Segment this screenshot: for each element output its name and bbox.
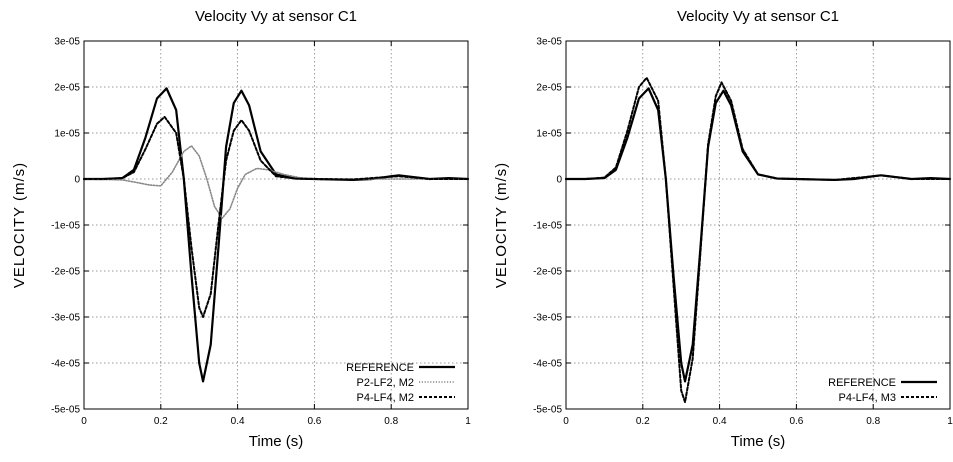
x-tick-label: 0 (81, 416, 87, 427)
x-tick-label: 0.4 (231, 416, 245, 427)
series-line-1 (82, 87, 470, 383)
y-tick-label: -1e-05 (533, 221, 562, 232)
y-tick-label: 2e-05 (54, 83, 80, 94)
y-tick-label: -5e-05 (533, 405, 562, 416)
series-line-1 (564, 87, 952, 383)
x-tick-label: 0.6 (789, 416, 803, 427)
x-tick-label: 1 (465, 416, 471, 427)
x-tick-label: 0.2 (636, 416, 650, 427)
x-tick-label: 1 (947, 416, 953, 427)
x-tick-label: 0.4 (713, 416, 727, 427)
x-axis-label: Time (s) (249, 433, 303, 450)
chart-panel-1: 0 0.2 0.4 0.6 0.8 1 3e-05 2e-05 1e-05 0 -1e-05 -2e-… (11, 8, 471, 450)
y-tick-label: -1e-05 (51, 221, 80, 232)
y-tick-label: -2e-05 (51, 267, 80, 278)
y-tick-label: -5e-05 (51, 405, 80, 416)
y-axis-label: VELOCITY (m/s) (11, 162, 28, 288)
y-tick-label: -2e-05 (533, 267, 562, 278)
y-tick-label: 2e-05 (536, 83, 562, 94)
y-tick-label: 0 (556, 175, 562, 186)
legend-label: P2-LF2, M2 (357, 377, 414, 389)
x-tick-label: 0.8 (384, 416, 398, 427)
x-tick-label: 0 (563, 416, 569, 427)
y-tick-label: 1e-05 (54, 129, 80, 140)
legend-label: REFERENCE (346, 362, 414, 374)
y-tick-label: -4e-05 (51, 359, 80, 370)
y-tick-label: -4e-05 (533, 359, 562, 370)
y-tick-label: 3e-05 (54, 37, 80, 48)
chart-panel-2: 0 0.2 0.4 0.6 0.8 1 3e-05 2e-05 1e-05 0 -1e-05 -2e-… (493, 8, 953, 450)
legend-label: P4-LF4, M2 (357, 392, 414, 404)
x-tick-label: 0.6 (307, 416, 321, 427)
x-axis-label: Time (s) (731, 433, 785, 450)
y-axis-label: VELOCITY (m/s) (493, 162, 510, 288)
y-tick-label: -3e-05 (533, 313, 562, 324)
legend-label: REFERENCE (828, 377, 896, 389)
y-tick-label: 1e-05 (536, 129, 562, 140)
x-tick-label: 0.8 (866, 416, 880, 427)
chart-title: Velocity Vy at sensor C1 (677, 8, 839, 25)
series-line-2 (565, 76, 951, 404)
legend-label: P4-LF4, M3 (839, 392, 896, 404)
y-tick-label: -3e-05 (51, 313, 80, 324)
series-line-3 (83, 115, 469, 318)
chart-title: Velocity Vy at sensor C1 (195, 8, 357, 25)
y-tick-label: 3e-05 (536, 37, 562, 48)
y-tick-label: 0 (74, 175, 80, 186)
x-tick-label: 0.2 (154, 416, 168, 427)
